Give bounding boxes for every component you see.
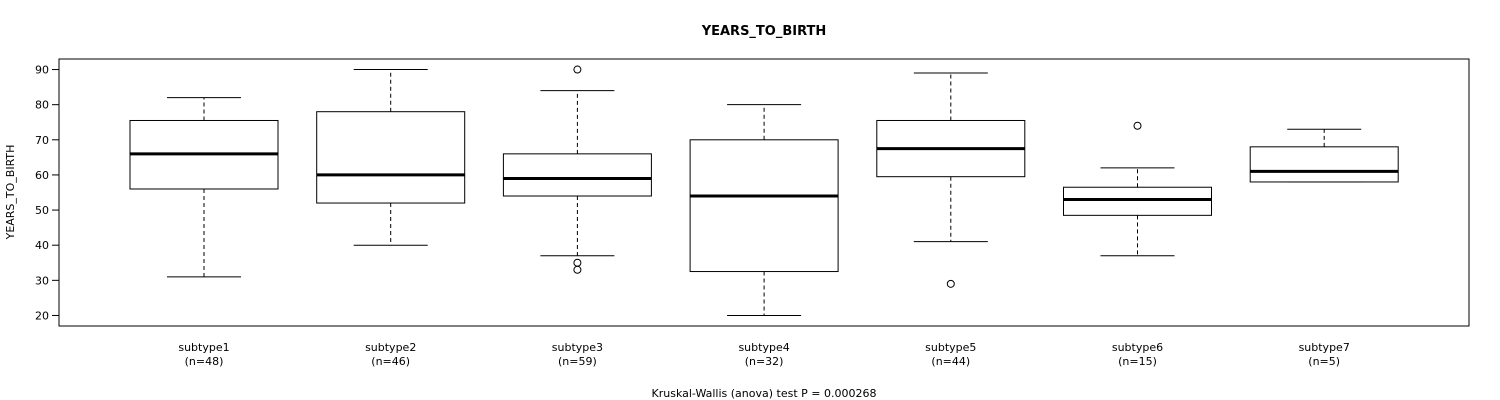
category-label: subtype3 [552, 341, 603, 354]
category-count: (n=59) [558, 355, 597, 368]
iqr-box [316, 111, 466, 204]
category-label: subtype4 [738, 341, 789, 354]
y-tick-label: 20 [35, 309, 49, 322]
y-tick-label: 80 [35, 99, 49, 112]
y-tick-label: 50 [35, 204, 49, 217]
outlier-point [573, 258, 582, 267]
box-subtype1 [129, 97, 279, 278]
category-count: (n=5) [1308, 355, 1340, 368]
outlier-point [946, 279, 955, 288]
category-labels: subtype1(n=48)subtype2(n=46)subtype3(n=5… [178, 341, 1349, 368]
outlier-point [573, 65, 582, 74]
outlier-point [573, 265, 582, 274]
box-subtype5 [876, 72, 1026, 288]
test-footnote: Kruskal-Wallis (anova) test P = 0.000268 [652, 387, 877, 400]
category-count: (n=46) [371, 355, 410, 368]
iqr-box [689, 139, 839, 273]
chart-title: YEARS_TO_BIRTH [701, 24, 827, 39]
category-label: subtype2 [365, 341, 416, 354]
box-subtype4 [689, 104, 839, 316]
category-label: subtype6 [1112, 341, 1163, 354]
iqr-box [502, 153, 652, 197]
category-count: (n=48) [185, 355, 224, 368]
y-axis: 20 30 40 50 60 70 80 90 [35, 64, 60, 322]
y-tick-label: 40 [35, 239, 49, 252]
iqr-box [1063, 186, 1212, 216]
box-subtype3 [502, 65, 652, 274]
category-count: (n=32) [745, 355, 784, 368]
y-tick-label: 90 [35, 64, 49, 77]
iqr-box [1249, 146, 1399, 183]
boxes-layer [129, 65, 1399, 316]
category-label: subtype1 [178, 341, 229, 354]
category-label: subtype7 [1299, 341, 1350, 354]
y-tick-label: 70 [35, 134, 49, 147]
box-subtype7 [1249, 128, 1399, 183]
box-subtype2 [316, 69, 466, 246]
box-subtype6 [1063, 121, 1212, 257]
y-axis-label: YEARS_TO_BIRTH [4, 145, 17, 241]
y-tick-label: 30 [35, 274, 49, 287]
category-count: (n=44) [931, 355, 970, 368]
y-tick-label: 60 [35, 169, 49, 182]
category-label: subtype5 [925, 341, 976, 354]
outlier-point [1133, 121, 1142, 130]
category-count: (n=15) [1118, 355, 1157, 368]
